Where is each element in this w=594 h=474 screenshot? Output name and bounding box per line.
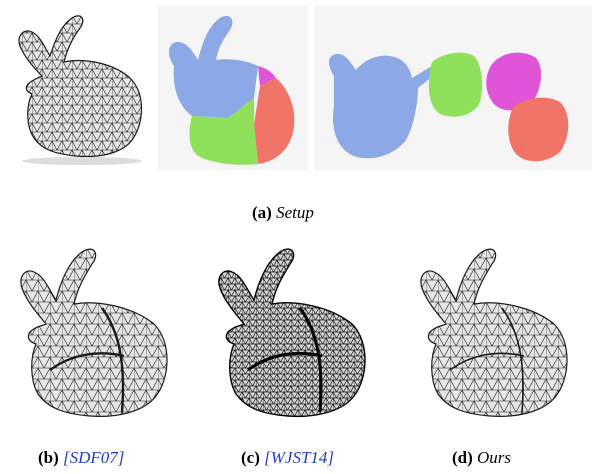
citation-link-wjst14[interactable]: [WJST14]: [264, 448, 335, 467]
caption-a: (a) Setup: [252, 203, 314, 222]
fragment-green: [189, 98, 258, 165]
fragment-magenta: [258, 66, 276, 86]
fragment-blue: [169, 15, 258, 118]
fragment-red: [508, 97, 569, 162]
fragment-magenta: [486, 52, 542, 111]
fragment-blue: [329, 54, 440, 159]
setup-wireframe-bunny: [2, 6, 152, 166]
caption-d: (d) Ours: [452, 448, 512, 467]
wjst14-result-bunny: [200, 236, 386, 426]
setup-exploded-fragments: [314, 6, 592, 170]
ours-result-bunny: [402, 236, 588, 426]
citation-link-sdf07[interactable]: [SDF07]: [63, 448, 125, 467]
sdf07-result-bunny: [2, 236, 188, 426]
caption-c: (c) [WJST14]: [241, 448, 335, 467]
setup-segmented-bunny: [158, 6, 308, 170]
caption-b: (b) [SDF07]: [38, 448, 125, 467]
fragment-green: [428, 52, 482, 117]
fragment-red: [254, 78, 295, 164]
